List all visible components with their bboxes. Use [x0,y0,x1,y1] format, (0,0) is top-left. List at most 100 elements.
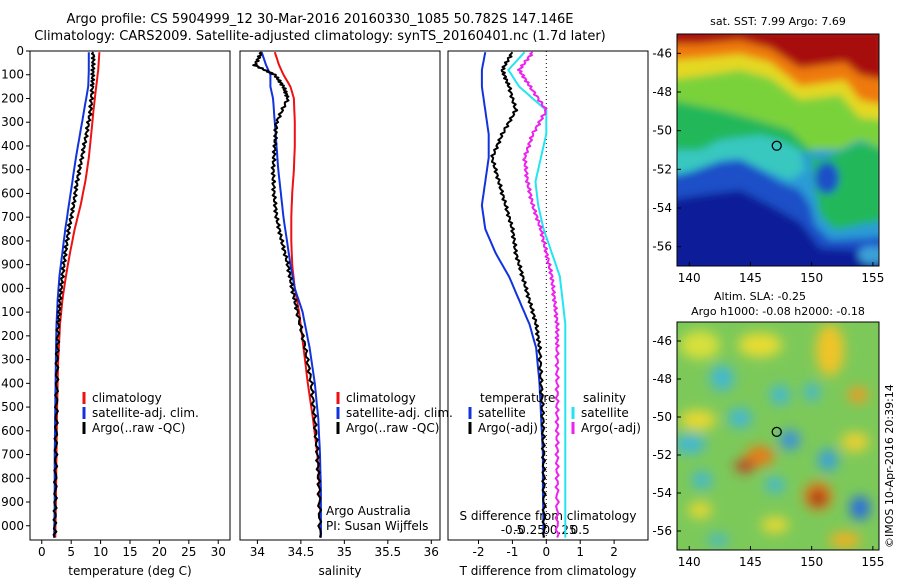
map-ytick-label: -54 [652,201,672,215]
salinity-xtick-label: 34.5 [288,545,315,559]
depth-ytick-label: 1500 [0,400,24,414]
depth-ytick-label: 600 [1,186,24,200]
sal-legend-satellite-label: satellite-adj. clim. [346,406,453,420]
difference-xtick-label: -2 [473,545,485,559]
depth-ytick-label: 200 [1,91,24,105]
map-xtick-label: 145 [739,271,762,285]
map-ytick-label: -46 [652,46,672,60]
temperature-xtick-label: 25 [181,545,196,559]
salinity-xtick-label: 35 [337,545,352,559]
difference-series-temperature-argo-adj- [490,51,547,538]
map-ytick-label: -48 [652,85,672,99]
sla-map-title: Altim. SLA: -0.25 [714,290,806,303]
temp-legend-satellite-label: satellite-adj. clim. [92,406,199,420]
depth-ytick-label: 1200 [0,329,24,343]
map-ytick-label: -56 [652,524,672,538]
depth-ytick-label: 1400 [0,376,24,390]
difference-xtick-label: 0 [542,545,550,559]
temperature-xtick-label: 10 [93,545,108,559]
diff-legend-salinity-title: salinity [583,391,626,405]
depth-ytick-label: 400 [1,139,24,153]
diff-legend-temp-satellite-label: satellite [478,406,526,420]
figure-title: Argo profile: CS 5904999_12 30-Mar-2016 … [66,12,574,27]
diff-legend-temperature-title: temperature [480,391,555,405]
map-xtick-label: 155 [861,271,884,285]
depth-ytick-label: 0 [16,44,24,58]
salinity-panel-frame [239,50,441,541]
salinity-xtick-label: 35.5 [374,545,401,559]
map-ytick-label: -50 [652,410,672,424]
map-xtick-label: 150 [800,271,823,285]
difference-xtick-label: 1 [576,545,584,559]
salinity-annotation: Argo Australia [326,504,411,518]
depth-ytick-label: 300 [1,115,24,129]
map-xtick-label: 155 [861,555,884,569]
sal-legend-climatology-label: climatology [346,391,416,405]
sal-legend-argo-label: Argo(..raw -QC) [346,421,439,435]
depth-ytick-label: 1900 [0,495,24,509]
temperature-xtick-label: 20 [152,545,167,559]
salinity-annotation: PI: Susan Wijffels [326,519,428,533]
sst-map-title: sat. SST: 7.99 Argo: 7.69 [710,15,846,28]
difference-series-salinity-argo-adj- [517,51,560,538]
difference-series-temperature-satellite [480,51,545,538]
salinity-diff-xtick-label: 0.5 [571,523,590,537]
difference-series-salinity-satellite [507,51,567,538]
map-xtick-label: 150 [800,555,823,569]
float-position-marker [771,140,782,151]
depth-ytick-label: 700 [1,210,24,224]
sst-map-frame [676,33,880,267]
map-ytick-label: -50 [652,124,672,138]
salinity-diff-xlabel: S difference from climatology [460,509,637,523]
diff-legend-temp-argo-label: Argo(-adj) [478,421,538,435]
figure-subtitle: Climatology: CARS2009. Satellite-adjuste… [34,29,606,44]
temperature-xtick-label: 5 [67,545,75,559]
depth-ytick-label: 1700 [0,448,24,462]
depth-ytick-label: 1000 [0,281,24,295]
diff-legend-sal-satellite-label: satellite [581,406,629,420]
depth-ytick-label: 1100 [0,305,24,319]
depth-ytick-label: 900 [1,258,24,272]
map-ytick-label: -48 [652,372,672,386]
depth-ytick-label: 2000 [0,519,24,533]
map-xtick-label: 145 [739,555,762,569]
sla-map-subtitle: Argo h1000: -0.08 h2000: -0.18 [691,305,865,318]
difference-xtick-label: -1 [506,545,518,559]
map-ytick-label: -52 [652,162,672,176]
salinity-series-satellite-adj-clim- [260,51,322,538]
depth-ytick-label: 100 [1,68,24,82]
credit-text: ©IMOS 10-Apr-2016 20:39:14 [883,384,896,548]
temperature-series-climatology [54,52,101,538]
map-ytick-label: -56 [652,240,672,254]
temperature-xlabel: temperature (deg C) [68,564,191,578]
temperature-xtick-label: 30 [211,545,226,559]
difference-xtick-label: 2 [610,545,618,559]
sla-map [676,321,880,551]
map-ytick-label: -46 [652,334,672,348]
map-xtick-label: 140 [678,555,701,569]
temp-legend-climatology-label: climatology [92,391,162,405]
depth-ytick-label: 500 [1,163,24,177]
salinity-diff-xtick-label: -0.5 [501,523,524,537]
temperature-xtick-label: 0 [38,545,46,559]
salinity-series-argo-raw-qc- [252,51,323,538]
sst-map [676,33,880,267]
map-xtick-label: 140 [678,271,701,285]
temp-legend-argo-label: Argo(..raw -QC) [92,421,185,435]
depth-ytick-label: 1800 [0,471,24,485]
temperature-series-argo-raw-qc- [52,51,96,538]
difference-xlabel: T difference from climatology [459,564,637,578]
map-ytick-label: -54 [652,486,672,500]
difference-panel-frame [447,50,649,541]
salinity-diff-xtick-label: 0 [542,523,550,537]
salinity-xtick-label: 34 [250,545,265,559]
depth-ytick-label: 1300 [0,353,24,367]
salinity-xtick-label: 36 [424,545,439,559]
depth-ytick-label: 1600 [0,424,24,438]
float-position-marker [771,426,782,438]
diff-legend-sal-argo-label: Argo(-adj) [581,421,641,435]
salinity-xlabel: salinity [318,564,361,578]
temperature-xtick-label: 15 [122,545,137,559]
